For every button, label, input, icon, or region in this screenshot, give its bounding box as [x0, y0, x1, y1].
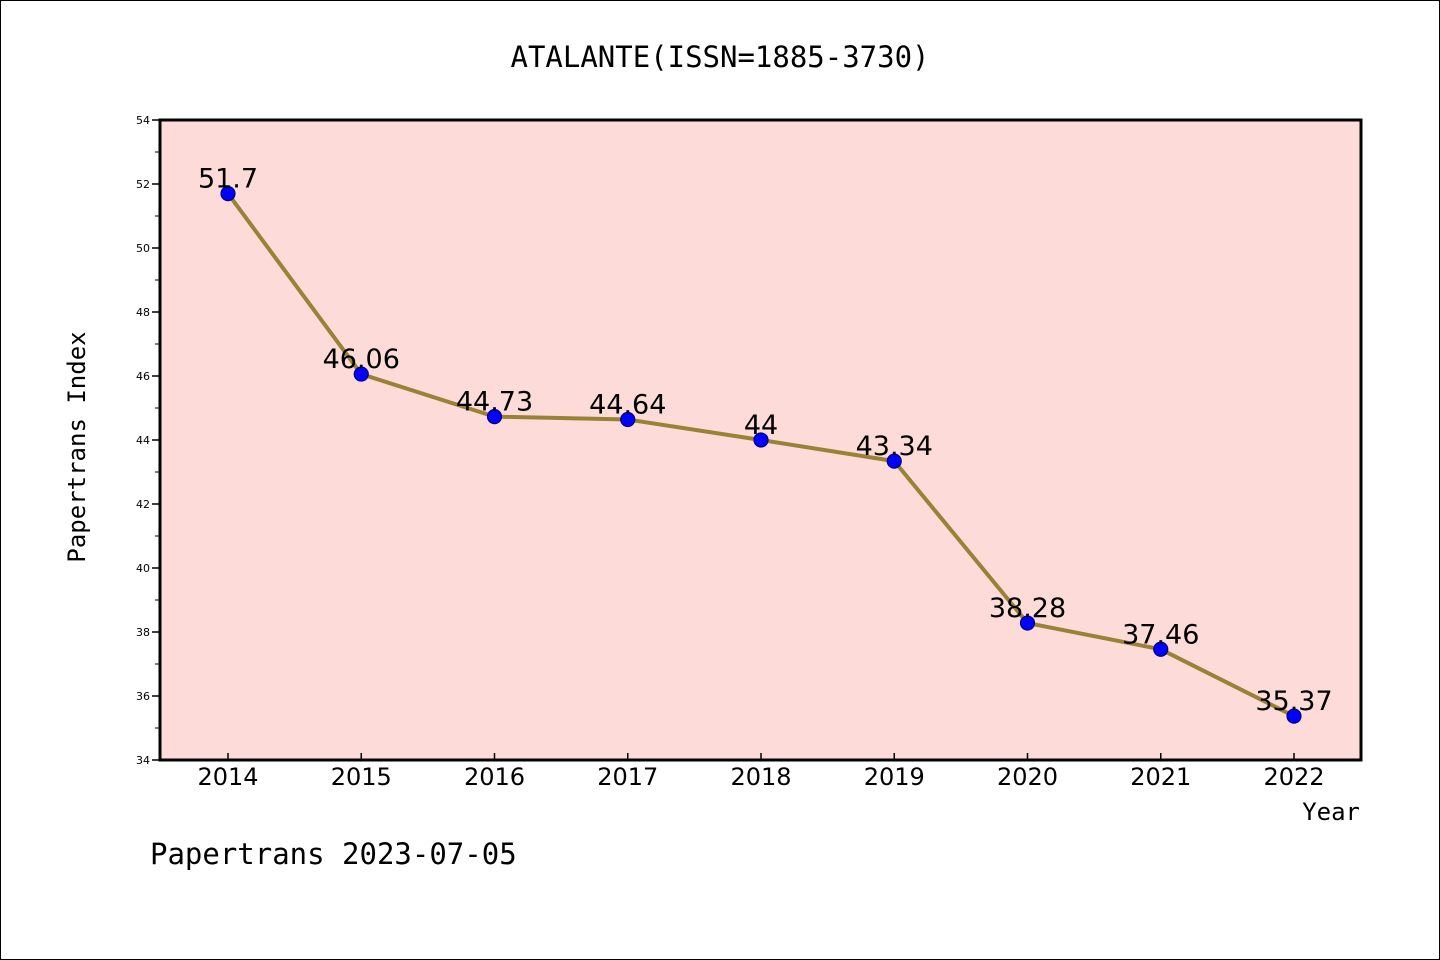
x-axis-label: Year	[1302, 798, 1360, 826]
x-tick-label: 2019	[864, 763, 925, 791]
chart-title: ATALANTE(ISSN=1885-3730)	[510, 40, 929, 74]
data-point-2018	[753, 432, 769, 448]
y-tick-label: 42	[136, 498, 150, 511]
data-label-2019: 43.34	[856, 431, 933, 462]
x-tick-label: 2015	[331, 763, 392, 791]
data-point-2022	[1286, 708, 1302, 724]
x-tick-label: 2018	[730, 763, 791, 791]
data-label-2021: 37.46	[1122, 619, 1199, 650]
data-point-2017	[620, 411, 636, 428]
data-point-2016	[486, 409, 503, 425]
x-tick-label: 2020	[997, 763, 1058, 791]
y-tick-label: 34	[136, 754, 150, 767]
footer-text: Papertrans 2023-07-05	[150, 837, 517, 871]
y-tick-label: 40	[136, 562, 150, 575]
data-point-2020	[1019, 615, 1036, 631]
data-point-2015	[353, 366, 369, 382]
data-label-2016: 44.73	[456, 387, 533, 418]
data-point-2019	[886, 453, 902, 469]
y-tick-label: 36	[136, 690, 150, 703]
data-label-2017: 44.64	[589, 390, 666, 421]
data-label-2014: 51.7	[198, 164, 258, 195]
y-tick-label: 50	[136, 242, 150, 255]
y-tick-label: 46	[136, 370, 150, 383]
x-tick-label: 2016	[464, 763, 525, 791]
data-label-2015: 46.06	[323, 344, 400, 375]
x-tick-label: 2017	[597, 763, 658, 791]
y-tick-label: 44	[136, 434, 150, 447]
y-tick-label: 54	[136, 114, 150, 127]
y-tick-label: 38	[136, 626, 150, 639]
plot-border	[158, 118, 1363, 762]
data-label-2018: 44	[744, 410, 778, 441]
y-axis-label: Papertrans Index	[63, 331, 91, 562]
y-tick-label: 48	[136, 306, 150, 319]
x-tick-label: 2021	[1130, 763, 1191, 791]
data-point-2014	[220, 186, 236, 202]
data-labels: 51.7 46.06 44.73 44.64 44 43.34 38.28 37.46 35.3…	[198, 164, 1333, 718]
x-axis-tick-labels: 2014 2015 2016 2017 2018 2019 2020 2021 2022	[197, 763, 1324, 791]
x-tick-label: 2022	[1263, 763, 1324, 791]
data-point-2021	[1153, 641, 1169, 657]
y-axis-tick-labels: 34 36 38 40 42 44 46 48 50 52 54	[136, 114, 150, 767]
series-markers	[220, 186, 1302, 724]
data-label-2022: 35.37	[1255, 686, 1332, 717]
data-label-2020: 38.28	[989, 593, 1066, 624]
y-tick-label: 52	[136, 178, 150, 191]
x-tick-label: 2014	[197, 763, 258, 791]
